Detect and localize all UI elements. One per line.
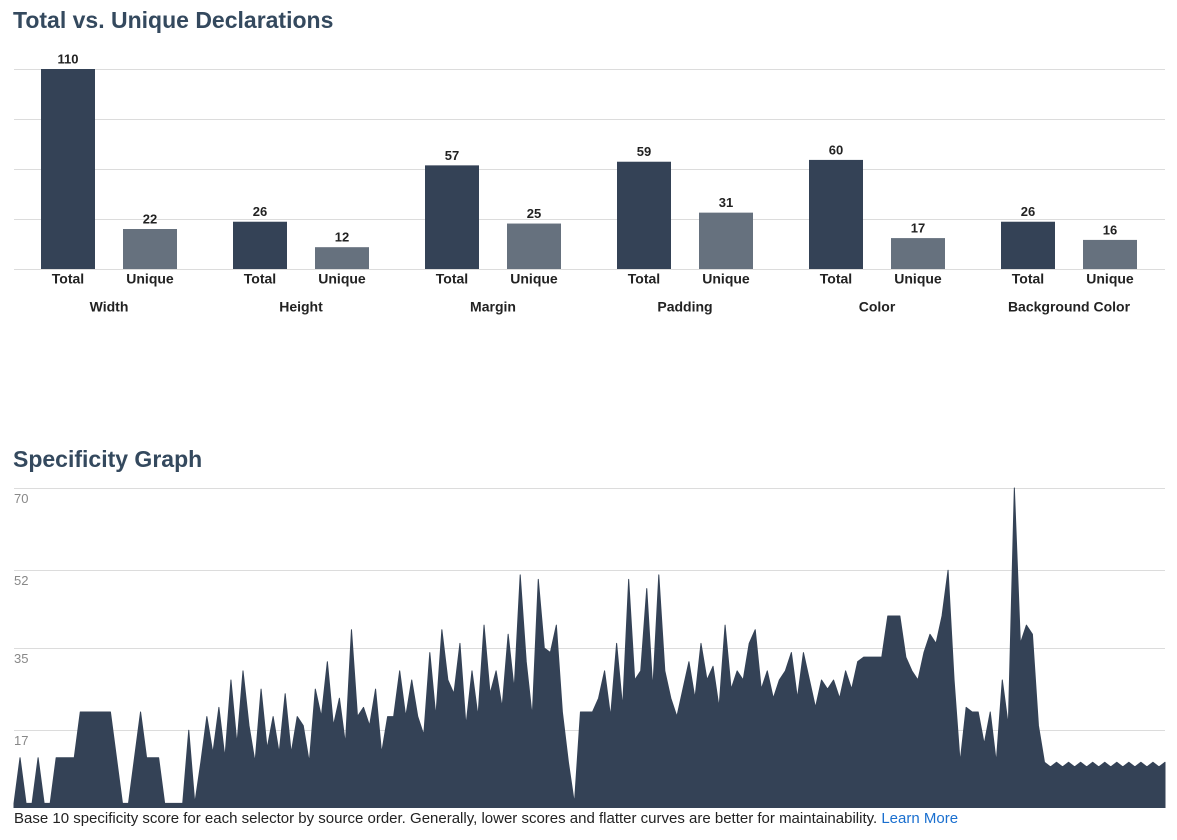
value-label: 59 xyxy=(637,144,651,159)
series-label: Total xyxy=(436,271,468,287)
category-label: Background Color xyxy=(1008,299,1131,315)
chart-title: Specificity Graph xyxy=(13,446,202,472)
category-label: Padding xyxy=(657,299,712,315)
bar xyxy=(809,159,863,269)
value-label: 25 xyxy=(527,206,541,221)
bar xyxy=(699,212,753,269)
value-label: 12 xyxy=(335,230,349,245)
series-label: Total xyxy=(628,271,660,287)
series-label: Unique xyxy=(318,271,366,287)
value-label: 31 xyxy=(719,195,733,210)
value-label: 22 xyxy=(143,211,157,226)
value-label: 17 xyxy=(911,221,925,236)
bar xyxy=(315,247,369,269)
category-label: Color xyxy=(859,299,896,315)
series-label: Total xyxy=(1012,271,1044,287)
series-label: Total xyxy=(52,271,84,287)
bar xyxy=(233,221,287,269)
series-label: Unique xyxy=(126,271,174,287)
learn-more-link[interactable]: Learn More xyxy=(881,810,959,827)
value-label: 26 xyxy=(1021,204,1035,219)
value-label: 16 xyxy=(1103,222,1117,237)
caption: Base 10 specificity score for each selec… xyxy=(14,810,878,827)
series-label: Unique xyxy=(1086,271,1134,287)
series-label: Unique xyxy=(702,271,750,287)
value-label: 26 xyxy=(253,204,267,219)
bar xyxy=(41,69,95,269)
y-tick-label: 70 xyxy=(14,491,28,506)
y-tick-label: 35 xyxy=(14,651,28,666)
y-tick-label: 17 xyxy=(14,733,28,748)
bar xyxy=(425,165,479,269)
bar xyxy=(1001,221,1055,269)
bar xyxy=(1083,239,1137,269)
category-label: Height xyxy=(279,299,323,315)
bar xyxy=(507,223,561,269)
bar xyxy=(123,229,177,269)
series-label: Unique xyxy=(894,271,942,287)
bar xyxy=(891,238,945,269)
caption-row: Base 10 specificity score for each selec… xyxy=(14,810,958,827)
category-label: Width xyxy=(90,299,129,315)
value-label: 60 xyxy=(829,142,843,157)
series-label: Total xyxy=(244,271,276,287)
y-tick-label: 52 xyxy=(14,573,28,588)
bar xyxy=(617,161,671,269)
value-label: 57 xyxy=(445,148,459,163)
area xyxy=(13,487,1166,808)
charts: Total vs. Unique Declarations Specificit… xyxy=(13,7,1166,808)
chart-title: Total vs. Unique Declarations xyxy=(13,7,333,33)
series-label: Total xyxy=(820,271,852,287)
category-label: Margin xyxy=(470,299,516,315)
series-label: Unique xyxy=(510,271,558,287)
value-label: 110 xyxy=(58,51,79,66)
